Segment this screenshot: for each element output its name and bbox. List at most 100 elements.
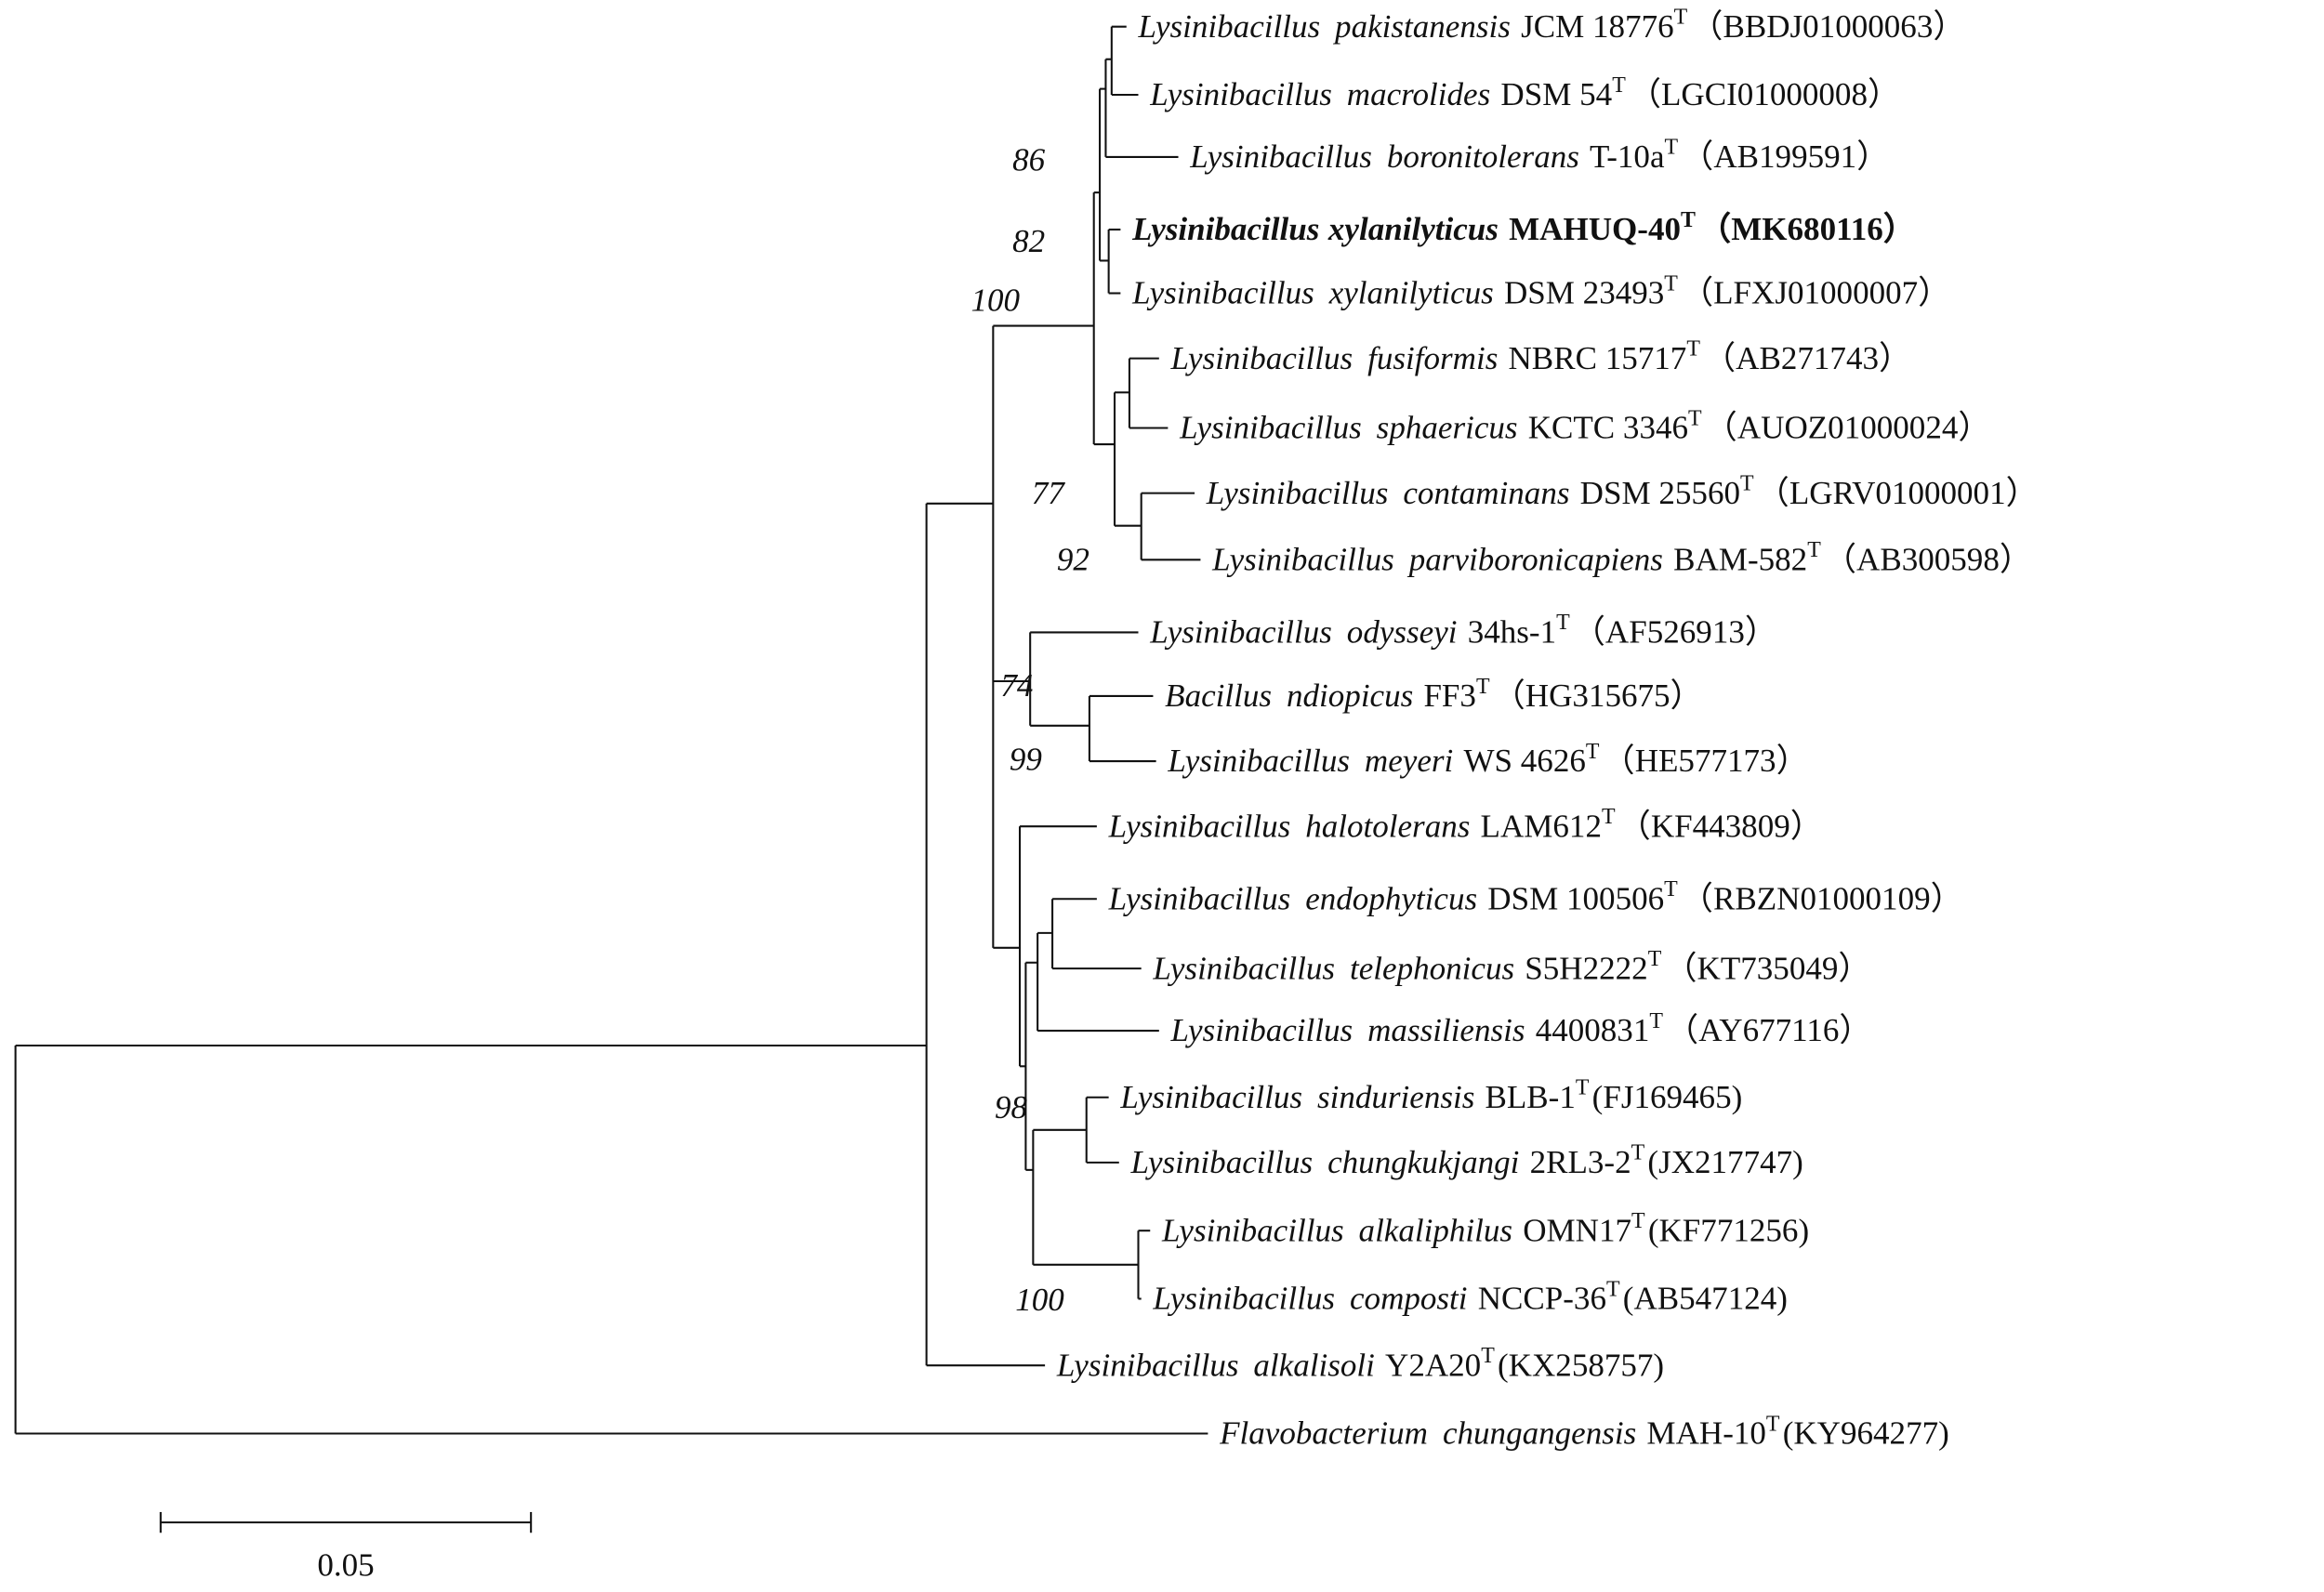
type-mark: T <box>1665 136 1679 160</box>
genus: Lysinibacillus <box>1138 8 1321 45</box>
strain: 2RL3-2 <box>1530 1144 1631 1180</box>
type-mark: T <box>1612 73 1626 98</box>
bootstrap-value: 100 <box>971 283 1020 319</box>
accession: （AF526913） <box>1573 614 1777 651</box>
species: odysseyi <box>1347 614 1458 651</box>
species: parviboronicapiens <box>1406 541 1663 577</box>
species: macrolides <box>1347 76 1490 112</box>
strain: NBRC 15717 <box>1509 340 1687 376</box>
species: boronitolerans <box>1387 138 1579 175</box>
accession: （AB271743） <box>1703 340 1911 376</box>
leaf-label: Lysinibacillus endophyticus DSM 100506T （RB… <box>1108 877 1963 916</box>
type-mark: T <box>1481 1344 1495 1368</box>
species: sphaericus <box>1377 410 1518 446</box>
type-mark: T <box>1602 805 1616 829</box>
bootstrap-value: 77 <box>1032 475 1066 511</box>
genus: Lysinibacillus <box>1131 211 1319 247</box>
leaf-label: Lysinibacillus composti NCCP-36T (AB547124) <box>1152 1277 1788 1316</box>
strain: OMN17 <box>1523 1212 1631 1248</box>
strain: JCM 18776 <box>1521 8 1674 45</box>
type-mark: T <box>1631 1141 1645 1165</box>
accession: （RBZN01000109） <box>1681 880 1963 916</box>
species: chungangensis <box>1443 1415 1636 1452</box>
strain: WS 4626 <box>1463 743 1585 779</box>
strain: LAM612 <box>1481 808 1602 844</box>
genus: Bacillus <box>1165 678 1272 714</box>
type-mark: T <box>1674 5 1688 29</box>
species: pakistanensis <box>1332 8 1511 45</box>
leaf-label: Lysinibacillus odysseyi 34hs-1T （AF526913） <box>1149 611 1777 650</box>
strain: DSM 100506 <box>1487 880 1664 916</box>
type-mark: T <box>1648 947 1662 971</box>
bootstrap-value: 100 <box>1015 1282 1064 1318</box>
strain: KCTC 3346 <box>1528 410 1688 446</box>
leaf-label: Lysinibacillus alkaliphilus OMN17T (KF77125… <box>1161 1209 1809 1248</box>
accession: （BBDJ01000063） <box>1690 8 1965 45</box>
bootstrap-value: 86 <box>1012 141 1046 178</box>
leaf-label: Lysinibacillus boronitolerans T-10aT （AB199… <box>1189 136 1889 175</box>
leaf-label: Lysinibacillus fusiformis NBRC 15717T （AB27… <box>1170 336 1911 375</box>
leaf-label: Lysinibacillus xylanilyticus DSM 23493T （LF… <box>1131 271 1950 310</box>
species: composti <box>1350 1281 1468 1317</box>
type-mark: T <box>1606 1277 1620 1301</box>
leaf-label: Flavobacterium chungangensis MAH-10T (KY964… <box>1219 1412 1949 1451</box>
species: chungkukjangi <box>1327 1144 1519 1180</box>
bootstrap-value: 99 <box>1010 742 1042 778</box>
type-mark: T <box>1740 471 1754 495</box>
leaf-label: Lysinibacillus macrolides DSM 54T （LGCI0100… <box>1149 73 1900 112</box>
accession: （AB199591） <box>1681 138 1889 175</box>
genus: Lysinibacillus <box>1211 541 1394 577</box>
strain: DSM 23493 <box>1504 275 1664 311</box>
genus: Lysinibacillus <box>1170 340 1353 376</box>
strain: 34hs-1 <box>1468 614 1556 651</box>
leaf-label: Lysinibacillus parviboronicapiens BAM-582T… <box>1211 538 2032 577</box>
species: meyeri <box>1365 743 1453 779</box>
leaf-label: Lysinibacillus xylanilyticus MAHUQ-40T （MK6… <box>1131 208 1916 247</box>
strain: DSM 25560 <box>1580 475 1740 511</box>
accession: (KX258757) <box>1498 1347 1664 1383</box>
genus: Lysinibacillus <box>1108 808 1291 844</box>
type-mark: T <box>1766 1412 1780 1436</box>
genus: Lysinibacillus <box>1152 950 1335 986</box>
strain: NCCP-36 <box>1478 1281 1606 1317</box>
strain: DSM 54 <box>1500 76 1612 112</box>
genus: Lysinibacillus <box>1119 1079 1302 1115</box>
leaf-label: Lysinibacillus massiliensis 4400831T （AY677… <box>1170 1009 1872 1048</box>
genus: Lysinibacillus <box>1206 475 1389 511</box>
type-mark: T <box>1681 208 1696 232</box>
accession: （KT735049） <box>1664 950 1870 986</box>
type-mark: T <box>1686 336 1700 361</box>
species: xylanilyticus <box>1328 275 1494 311</box>
type-mark: T <box>1576 1076 1590 1100</box>
branches <box>14 25 1208 1435</box>
species: endophyticus <box>1305 880 1477 916</box>
leaf-label: Lysinibacillus meyeri WS 4626T （HE577173） <box>1167 740 1808 779</box>
leaf-label: Lysinibacillus chungkukjangi 2RL3-2T (JX217… <box>1130 1141 1803 1180</box>
species: sinduriensis <box>1317 1079 1474 1115</box>
accession: (JX217747) <box>1647 1144 1802 1180</box>
type-mark: T <box>1664 877 1678 901</box>
genus: Lysinibacillus <box>1149 614 1332 651</box>
leaf-label: Lysinibacillus telephonicus S5H2222T （KT735… <box>1152 947 1870 986</box>
leaf-label: Lysinibacillus halotolerans LAM612T （KF4438… <box>1108 805 1823 844</box>
leaf-label: Lysinibacillus pakistanensis JCM 18776T （BB… <box>1138 5 1966 44</box>
species: massiliensis <box>1367 1012 1525 1048</box>
strain: MAHUQ-40 <box>1509 211 1681 247</box>
species: alkalisoli <box>1253 1347 1374 1383</box>
strain: BAM-582 <box>1673 541 1807 577</box>
bootstrap-value: 74 <box>1000 667 1033 704</box>
accession: (KF771256) <box>1648 1212 1809 1248</box>
leaf-label: Lysinibacillus sphaericus KCTC 3346T （AUOZ0… <box>1179 406 1990 445</box>
accession: （LGCI01000008） <box>1629 76 1900 112</box>
strain: T-10a <box>1590 138 1665 175</box>
type-mark: T <box>1631 1209 1645 1233</box>
type-mark: T <box>1476 675 1490 699</box>
genus: Lysinibacillus <box>1189 138 1372 175</box>
species: halotolerans <box>1305 808 1470 844</box>
strain: 4400831 <box>1536 1012 1650 1048</box>
genus: Lysinibacillus <box>1131 275 1314 311</box>
bootstrap-labels: 86 82 100 77 92 74 99 98 100 <box>971 141 1089 1318</box>
genus: Lysinibacillus <box>1152 1281 1335 1317</box>
accession: (KY964277) <box>1783 1415 1949 1452</box>
